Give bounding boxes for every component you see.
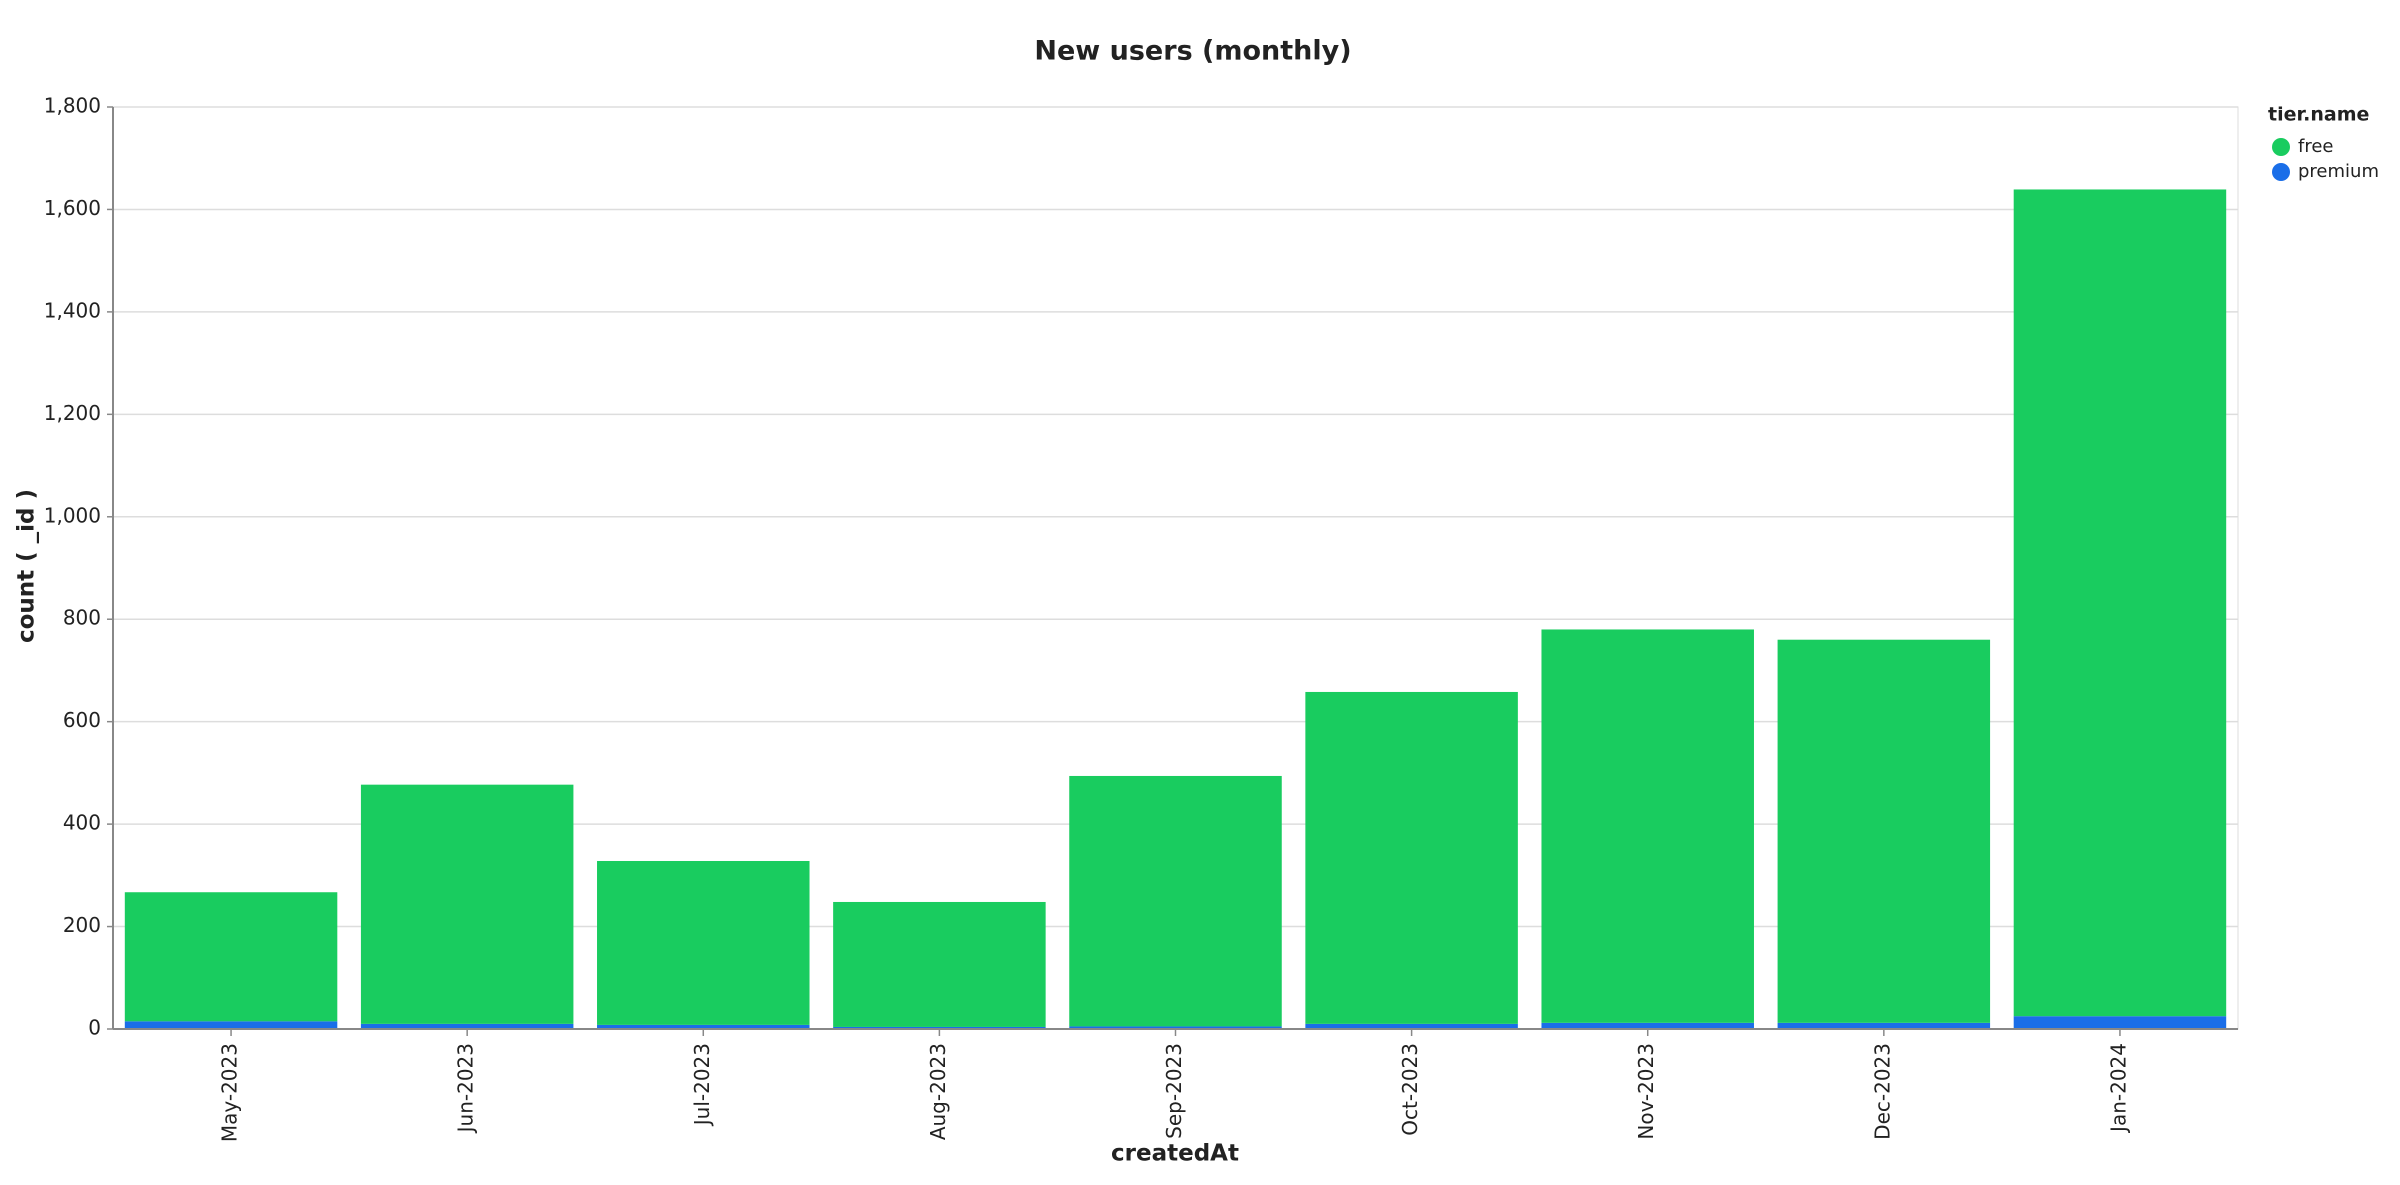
y-tick-label: 600	[63, 708, 101, 732]
chart-title: New users (monthly)	[1034, 36, 1351, 67]
x-tick-label: Nov-2023	[1634, 1043, 1658, 1140]
bar-segment	[360, 784, 574, 1024]
y-tick-label: 200	[63, 913, 101, 937]
bar-segment	[2013, 1016, 2227, 1029]
bar-segment	[360, 1023, 574, 1029]
y-tick-label: 1,600	[44, 196, 101, 220]
bar-segment	[1777, 1022, 1991, 1029]
x-tick-label: Dec-2023	[1870, 1043, 1894, 1140]
x-tick-label: May-2023	[218, 1043, 242, 1142]
x-tick-label: Jul-2023	[690, 1043, 714, 1127]
x-tick-label: Sep-2023	[1162, 1043, 1186, 1139]
bar-segment	[124, 1021, 338, 1029]
legend-swatch	[2272, 163, 2290, 181]
x-tick-label: Jun-2023	[454, 1043, 478, 1134]
x-tick-label: Oct-2023	[1398, 1043, 1422, 1136]
bar-segment	[833, 901, 1046, 1027]
bar-segment	[2013, 189, 2227, 1017]
bar-segment	[1777, 639, 1991, 1023]
bar-segment	[1541, 1022, 1754, 1029]
bar-segment	[1069, 1026, 1282, 1029]
legend-label: premium	[2298, 161, 2379, 182]
legend-label: free	[2298, 136, 2334, 157]
x-axis-title: createdAt	[1111, 1141, 1239, 1167]
x-tick-label: Aug-2023	[926, 1043, 950, 1140]
y-tick-label: 800	[63, 606, 101, 630]
y-tick-label: 1,400	[44, 298, 101, 322]
bar-segment	[597, 860, 810, 1025]
bar-segment	[1305, 1023, 1518, 1029]
legend-title: tier.name	[2268, 104, 2369, 126]
bar-segment	[1305, 691, 1518, 1024]
bar-segment	[1069, 775, 1282, 1027]
y-tick-label: 1,000	[44, 503, 101, 527]
bar-segment	[597, 1024, 810, 1029]
y-tick-label: 0	[88, 1016, 101, 1040]
y-tick-label: 400	[63, 811, 101, 835]
bar-segment	[833, 1026, 1046, 1029]
x-tick-label: Jan-2024	[2106, 1043, 2130, 1134]
legend-swatch	[2272, 138, 2290, 156]
y-tick-label: 1,800	[44, 94, 101, 118]
y-tick-label: 1,200	[44, 401, 101, 425]
y-axis-title: count ( _id )	[14, 489, 40, 643]
bar-segment	[1541, 629, 1754, 1023]
bar-segment	[124, 892, 338, 1022]
